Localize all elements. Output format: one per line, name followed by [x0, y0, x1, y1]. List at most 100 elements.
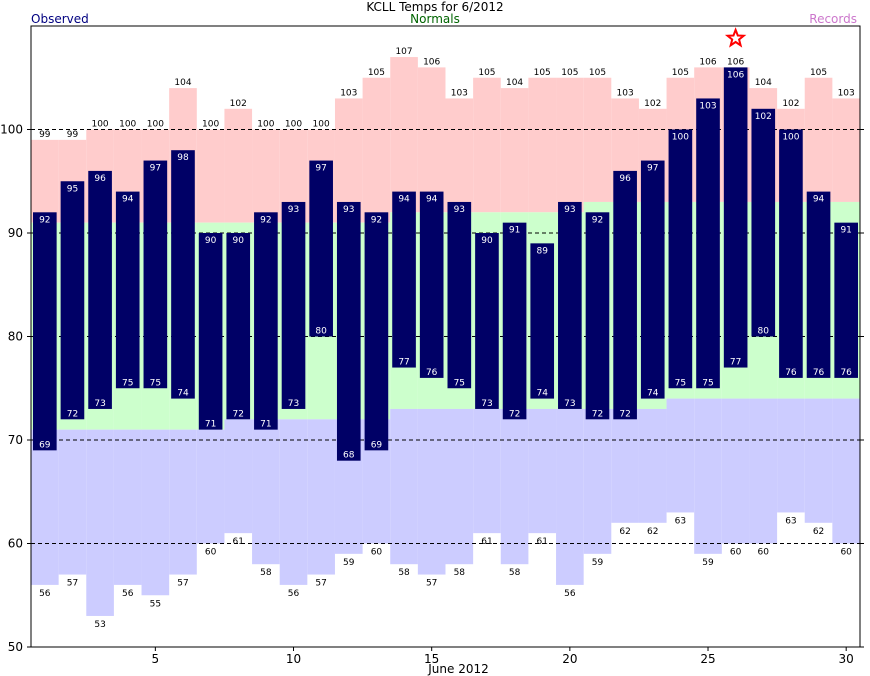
record-low-label: 57 [67, 579, 78, 589]
record-high-label: 107 [395, 47, 412, 57]
observed-bar [779, 129, 803, 378]
observed-bar [640, 160, 665, 399]
observed-high-label: 93 [454, 205, 465, 215]
observed-low-label: 72 [233, 409, 244, 419]
record-low-label: 61 [481, 537, 492, 547]
record-high-label: 100 [119, 120, 136, 130]
record-high-label: 105 [478, 68, 495, 78]
record-low-band [113, 429, 142, 585]
observed-low-label: 75 [122, 378, 133, 388]
observed-high-label: 92 [260, 215, 271, 225]
observed-bar [419, 191, 444, 378]
observed-low-label: 68 [343, 451, 355, 461]
observed-bar [309, 160, 333, 337]
record-high-label: 105 [534, 68, 551, 78]
observed-bar [171, 150, 195, 399]
record-high-band [362, 77, 391, 223]
observed-high-label: 92 [371, 215, 382, 225]
record-low-label: 63 [785, 516, 796, 526]
record-low-label: 57 [426, 579, 437, 589]
observed-high-label: 90 [205, 236, 217, 246]
record-low-label: 58 [260, 568, 272, 578]
record-high-band [832, 98, 860, 202]
observed-bar [806, 191, 831, 378]
record-high-label: 104 [174, 78, 191, 88]
record-high-label: 105 [561, 68, 578, 78]
observed-bar [143, 160, 168, 389]
observed-high-label: 95 [67, 184, 78, 194]
observed-high-label: 106 [727, 70, 744, 80]
record-low-band [528, 408, 557, 534]
observed-high-label: 93 [343, 205, 354, 215]
record-high-label: 100 [313, 120, 330, 130]
record-high-band [556, 77, 584, 213]
record-low-label: 60 [205, 548, 217, 558]
observed-high-label: 103 [699, 101, 716, 111]
record-high-band [31, 139, 59, 223]
record-low-band [804, 398, 833, 523]
observed-bar [502, 222, 527, 420]
record-low-label: 61 [536, 537, 547, 547]
x-tick-label: 5 [152, 652, 160, 666]
record-low-label: 58 [454, 568, 466, 578]
x-tick-label: 10 [286, 652, 301, 666]
observed-high-label: 94 [813, 195, 825, 205]
observed-bar [33, 212, 57, 451]
observed-low-label: 74 [536, 389, 548, 399]
record-high-label: 105 [672, 68, 689, 78]
x-tick-label: 25 [700, 652, 715, 666]
record-high-label: 102 [230, 99, 247, 109]
observed-high-label: 100 [782, 133, 799, 143]
record-low-band [473, 408, 501, 534]
record-low-label: 62 [813, 527, 824, 537]
observed-low-label: 74 [647, 389, 659, 399]
observed-low-label: 80 [315, 327, 327, 337]
observed-bar [392, 191, 416, 368]
record-high-label: 100 [202, 120, 219, 130]
observed-bar [364, 212, 389, 451]
observed-bar [88, 170, 112, 409]
observed-low-label: 72 [592, 409, 603, 419]
observed-high-label: 93 [564, 205, 575, 215]
record-low-label: 61 [233, 537, 244, 547]
record-low-label: 60 [758, 548, 770, 558]
record-low-label: 56 [288, 589, 300, 599]
record-low-label: 55 [150, 599, 161, 609]
record-low-label: 60 [730, 548, 742, 558]
observed-high-label: 91 [840, 226, 851, 236]
record-low-band [252, 419, 280, 565]
observed-bar [585, 212, 610, 420]
record-low-band [611, 408, 639, 523]
record-high-label: 99 [39, 130, 51, 140]
record-high-label: 105 [368, 68, 385, 78]
record-star-marker [724, 27, 747, 48]
record-high-label: 103 [451, 88, 468, 98]
record-low-band [694, 398, 722, 554]
chart-title: KCLL Temps for 6/2012 [366, 0, 504, 14]
y-tick-label: 80 [8, 330, 23, 344]
observed-high-label: 96 [94, 174, 106, 184]
observed-low-label: 76 [785, 368, 797, 378]
record-high-label: 105 [589, 68, 606, 78]
y-tick-label: 70 [8, 433, 23, 447]
record-low-label: 60 [840, 548, 852, 558]
record-high-label: 106 [699, 57, 716, 67]
record-high-band [804, 77, 833, 202]
record-low-label: 59 [702, 558, 714, 568]
record-high-label: 102 [782, 99, 799, 109]
record-low-label: 62 [647, 527, 658, 537]
record-high-band [583, 77, 612, 202]
y-tick-label: 100 [0, 123, 23, 137]
observed-bar [751, 108, 776, 337]
observed-bar [613, 170, 637, 420]
record-high-band [528, 77, 557, 213]
record-high-band [390, 57, 418, 213]
record-high-band [224, 108, 253, 223]
observed-low-label: 75 [150, 378, 161, 388]
record-low-label: 56 [564, 589, 576, 599]
observed-bar [115, 191, 140, 389]
observed-high-label: 102 [755, 112, 772, 122]
record-low-band [390, 408, 418, 565]
observed-low-label: 80 [758, 327, 770, 337]
record-low-band [445, 408, 474, 565]
